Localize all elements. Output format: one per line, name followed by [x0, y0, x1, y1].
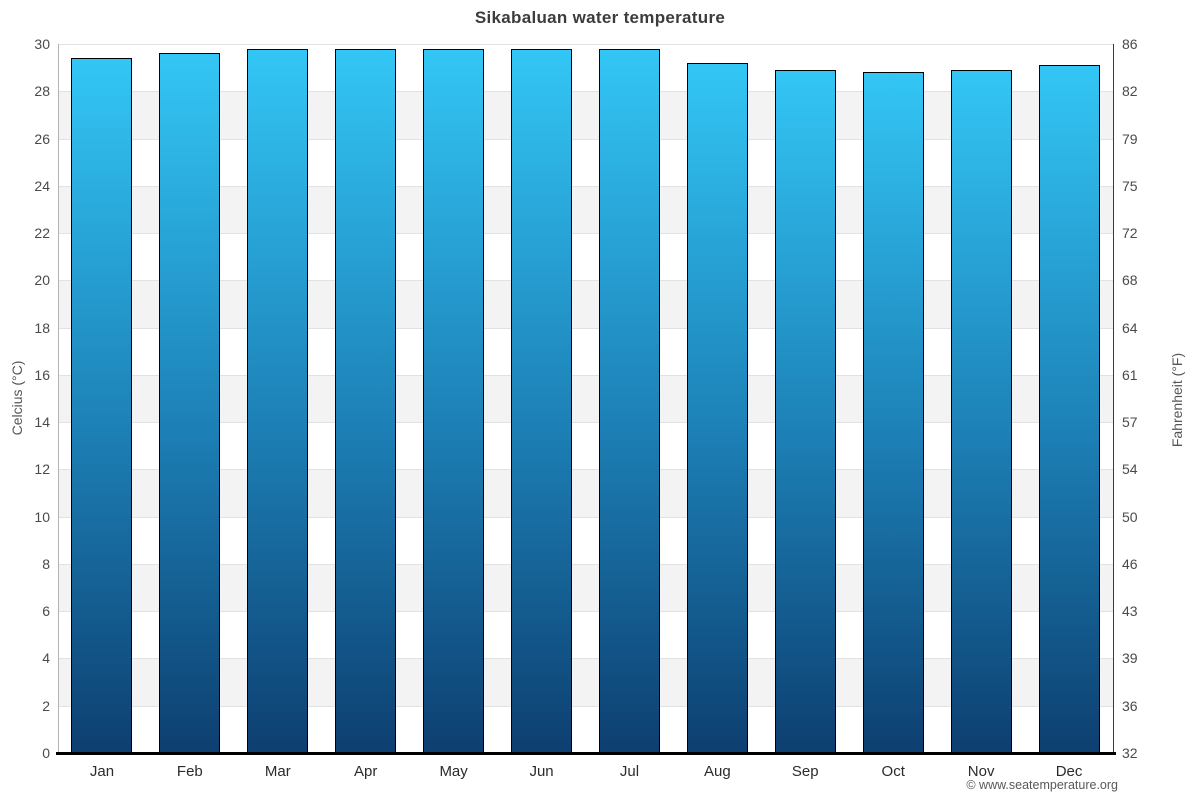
grid-band	[58, 422, 1113, 470]
celsius-tick-2: 2	[42, 697, 50, 714]
fahrenheit-tick-68: 68	[1122, 272, 1138, 289]
gridline	[58, 469, 1113, 471]
fahrenheit-tick-86: 86	[1122, 36, 1138, 52]
y-axis-line-left	[58, 44, 59, 753]
x-label-jun: Jun	[529, 763, 554, 780]
gridline	[58, 280, 1113, 282]
bar-jun[interactable]	[511, 48, 573, 753]
gridline	[58, 705, 1113, 707]
x-label-mar: Mar	[264, 763, 291, 780]
grid-band	[58, 705, 1113, 753]
fahrenheit-axis-title: Fahrenheit (°F)	[1169, 352, 1185, 448]
fahrenheit-tick-36: 36	[1122, 697, 1138, 714]
bar-sep[interactable]	[774, 70, 836, 753]
x-label-sep: Sep	[791, 763, 819, 780]
fahrenheit-tick-32: 32	[1122, 745, 1138, 761]
bar-nov[interactable]	[950, 70, 1012, 753]
fahrenheit-tick-75: 75	[1122, 177, 1138, 194]
grid-band	[58, 563, 1113, 612]
fahrenheit-tick-57: 57	[1122, 414, 1138, 431]
gridline	[58, 658, 1113, 660]
grid-band	[58, 185, 1113, 234]
celsius-tick-18: 18	[34, 319, 50, 336]
bar-aug[interactable]	[686, 62, 748, 753]
grid-band	[58, 611, 1113, 659]
chart-title: Sikabaluan water temperature	[474, 8, 726, 27]
fahrenheit-tick-64: 64	[1122, 319, 1138, 336]
celsius-tick-30: 30	[34, 36, 50, 52]
fahrenheit-tick-72: 72	[1122, 225, 1138, 242]
gridline	[58, 185, 1113, 187]
celsius-tick-8: 8	[42, 555, 50, 572]
bar-feb[interactable]	[159, 53, 221, 753]
bar-dec[interactable]	[1038, 65, 1100, 753]
bar-apr[interactable]	[335, 48, 397, 753]
plot-area	[58, 44, 1113, 753]
grid-band	[58, 374, 1113, 423]
gridline	[58, 422, 1113, 424]
celsius-tick-0: 0	[42, 745, 50, 761]
grid-band	[58, 516, 1113, 564]
celsius-tick-20: 20	[34, 272, 50, 289]
gridline	[58, 233, 1113, 235]
watermark: © www.seatemperature.org	[966, 778, 1118, 792]
celsius-tick-12: 12	[34, 461, 50, 478]
x-label-aug: Aug	[704, 763, 731, 780]
celsius-tick-10: 10	[34, 508, 50, 525]
fahrenheit-tick-50: 50	[1122, 508, 1138, 525]
celsius-tick-28: 28	[34, 83, 50, 100]
gridline	[58, 374, 1113, 376]
x-label-may: May	[439, 763, 468, 780]
bar-oct[interactable]	[862, 72, 924, 753]
bar-jan[interactable]	[71, 58, 133, 753]
gridline	[58, 138, 1113, 140]
celsius-tick-16: 16	[34, 366, 50, 383]
celsius-tick-4: 4	[42, 650, 50, 667]
x-label-jan: Jan	[89, 763, 115, 780]
grid-band	[58, 469, 1113, 517]
fahrenheit-tick-39: 39	[1122, 650, 1138, 667]
celsius-tick-24: 24	[34, 177, 50, 194]
celsius-tick-22: 22	[34, 225, 50, 242]
grid-band	[58, 658, 1113, 706]
grid-band	[58, 138, 1113, 186]
grid-band	[58, 327, 1113, 375]
celsius-tick-26: 26	[34, 130, 50, 147]
gridline	[58, 563, 1113, 565]
fahrenheit-tick-79: 79	[1122, 130, 1138, 147]
x-label-jul: Jul	[619, 763, 640, 780]
grid-band	[58, 44, 1113, 92]
fahrenheit-tick-82: 82	[1122, 83, 1138, 100]
bar-may[interactable]	[423, 48, 485, 753]
celsius-tick-14: 14	[34, 414, 50, 431]
x-label-apr: Apr	[354, 763, 378, 780]
x-label-nov: Nov	[967, 763, 995, 780]
fahrenheit-tick-54: 54	[1122, 461, 1138, 478]
y-axis-line-right	[1113, 44, 1114, 753]
fahrenheit-tick-46: 46	[1122, 555, 1138, 572]
x-axis-line	[56, 752, 1116, 755]
bar-jul[interactable]	[598, 48, 660, 753]
celsius-tick-6: 6	[42, 603, 50, 620]
x-label-oct: Oct	[881, 763, 905, 780]
gridline	[58, 44, 1113, 45]
x-label-dec: Dec	[1055, 763, 1083, 780]
gridline	[58, 611, 1113, 613]
fahrenheit-tick-61: 61	[1122, 366, 1138, 383]
grid-band	[58, 91, 1113, 139]
grid-band	[58, 280, 1113, 328]
bar-mar[interactable]	[247, 48, 309, 753]
gridline	[58, 516, 1113, 518]
grid-band	[58, 233, 1113, 281]
gridline	[58, 327, 1113, 329]
x-label-feb: Feb	[176, 763, 203, 780]
celsius-axis-title: Celcius (°C)	[9, 360, 25, 436]
fahrenheit-tick-43: 43	[1122, 603, 1138, 620]
gridline	[58, 91, 1113, 93]
